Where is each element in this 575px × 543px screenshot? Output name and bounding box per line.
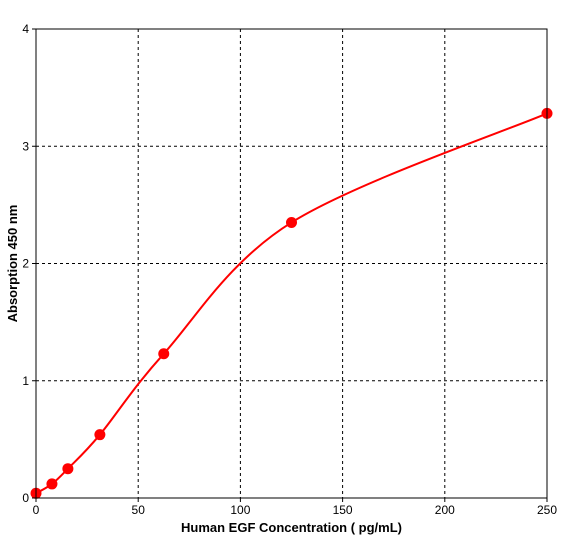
grid-lines: [36, 29, 547, 498]
x-tick-label: 250: [537, 503, 557, 517]
data-point: [46, 478, 58, 490]
y-tick-label: 1: [22, 374, 29, 388]
y-tick-label: 3: [22, 139, 29, 153]
x-axis-ticks: 0 50 100 150 200 250: [33, 498, 557, 517]
x-tick-label: 200: [435, 503, 455, 517]
y-tick-label: 2: [22, 257, 29, 271]
x-tick-label: 0: [33, 503, 40, 517]
y-axis-ticks: 0 1 2 3 4: [22, 22, 36, 505]
data-point: [286, 216, 297, 228]
fitted-curve: [35, 112, 548, 495]
data-point: [94, 429, 106, 441]
x-tick-label: 100: [230, 503, 250, 517]
data-points: [30, 107, 553, 499]
x-axis-title: Human EGF Concentration ( pg/mL): [181, 520, 402, 535]
y-tick-label: 0: [22, 491, 29, 505]
x-tick-label: 150: [333, 503, 353, 517]
x-tick-label: 50: [132, 503, 146, 517]
y-axis-title: Absorption 450 nm: [5, 205, 20, 323]
data-point: [62, 463, 74, 475]
y-tick-label: 4: [22, 22, 29, 36]
data-point: [158, 348, 170, 360]
